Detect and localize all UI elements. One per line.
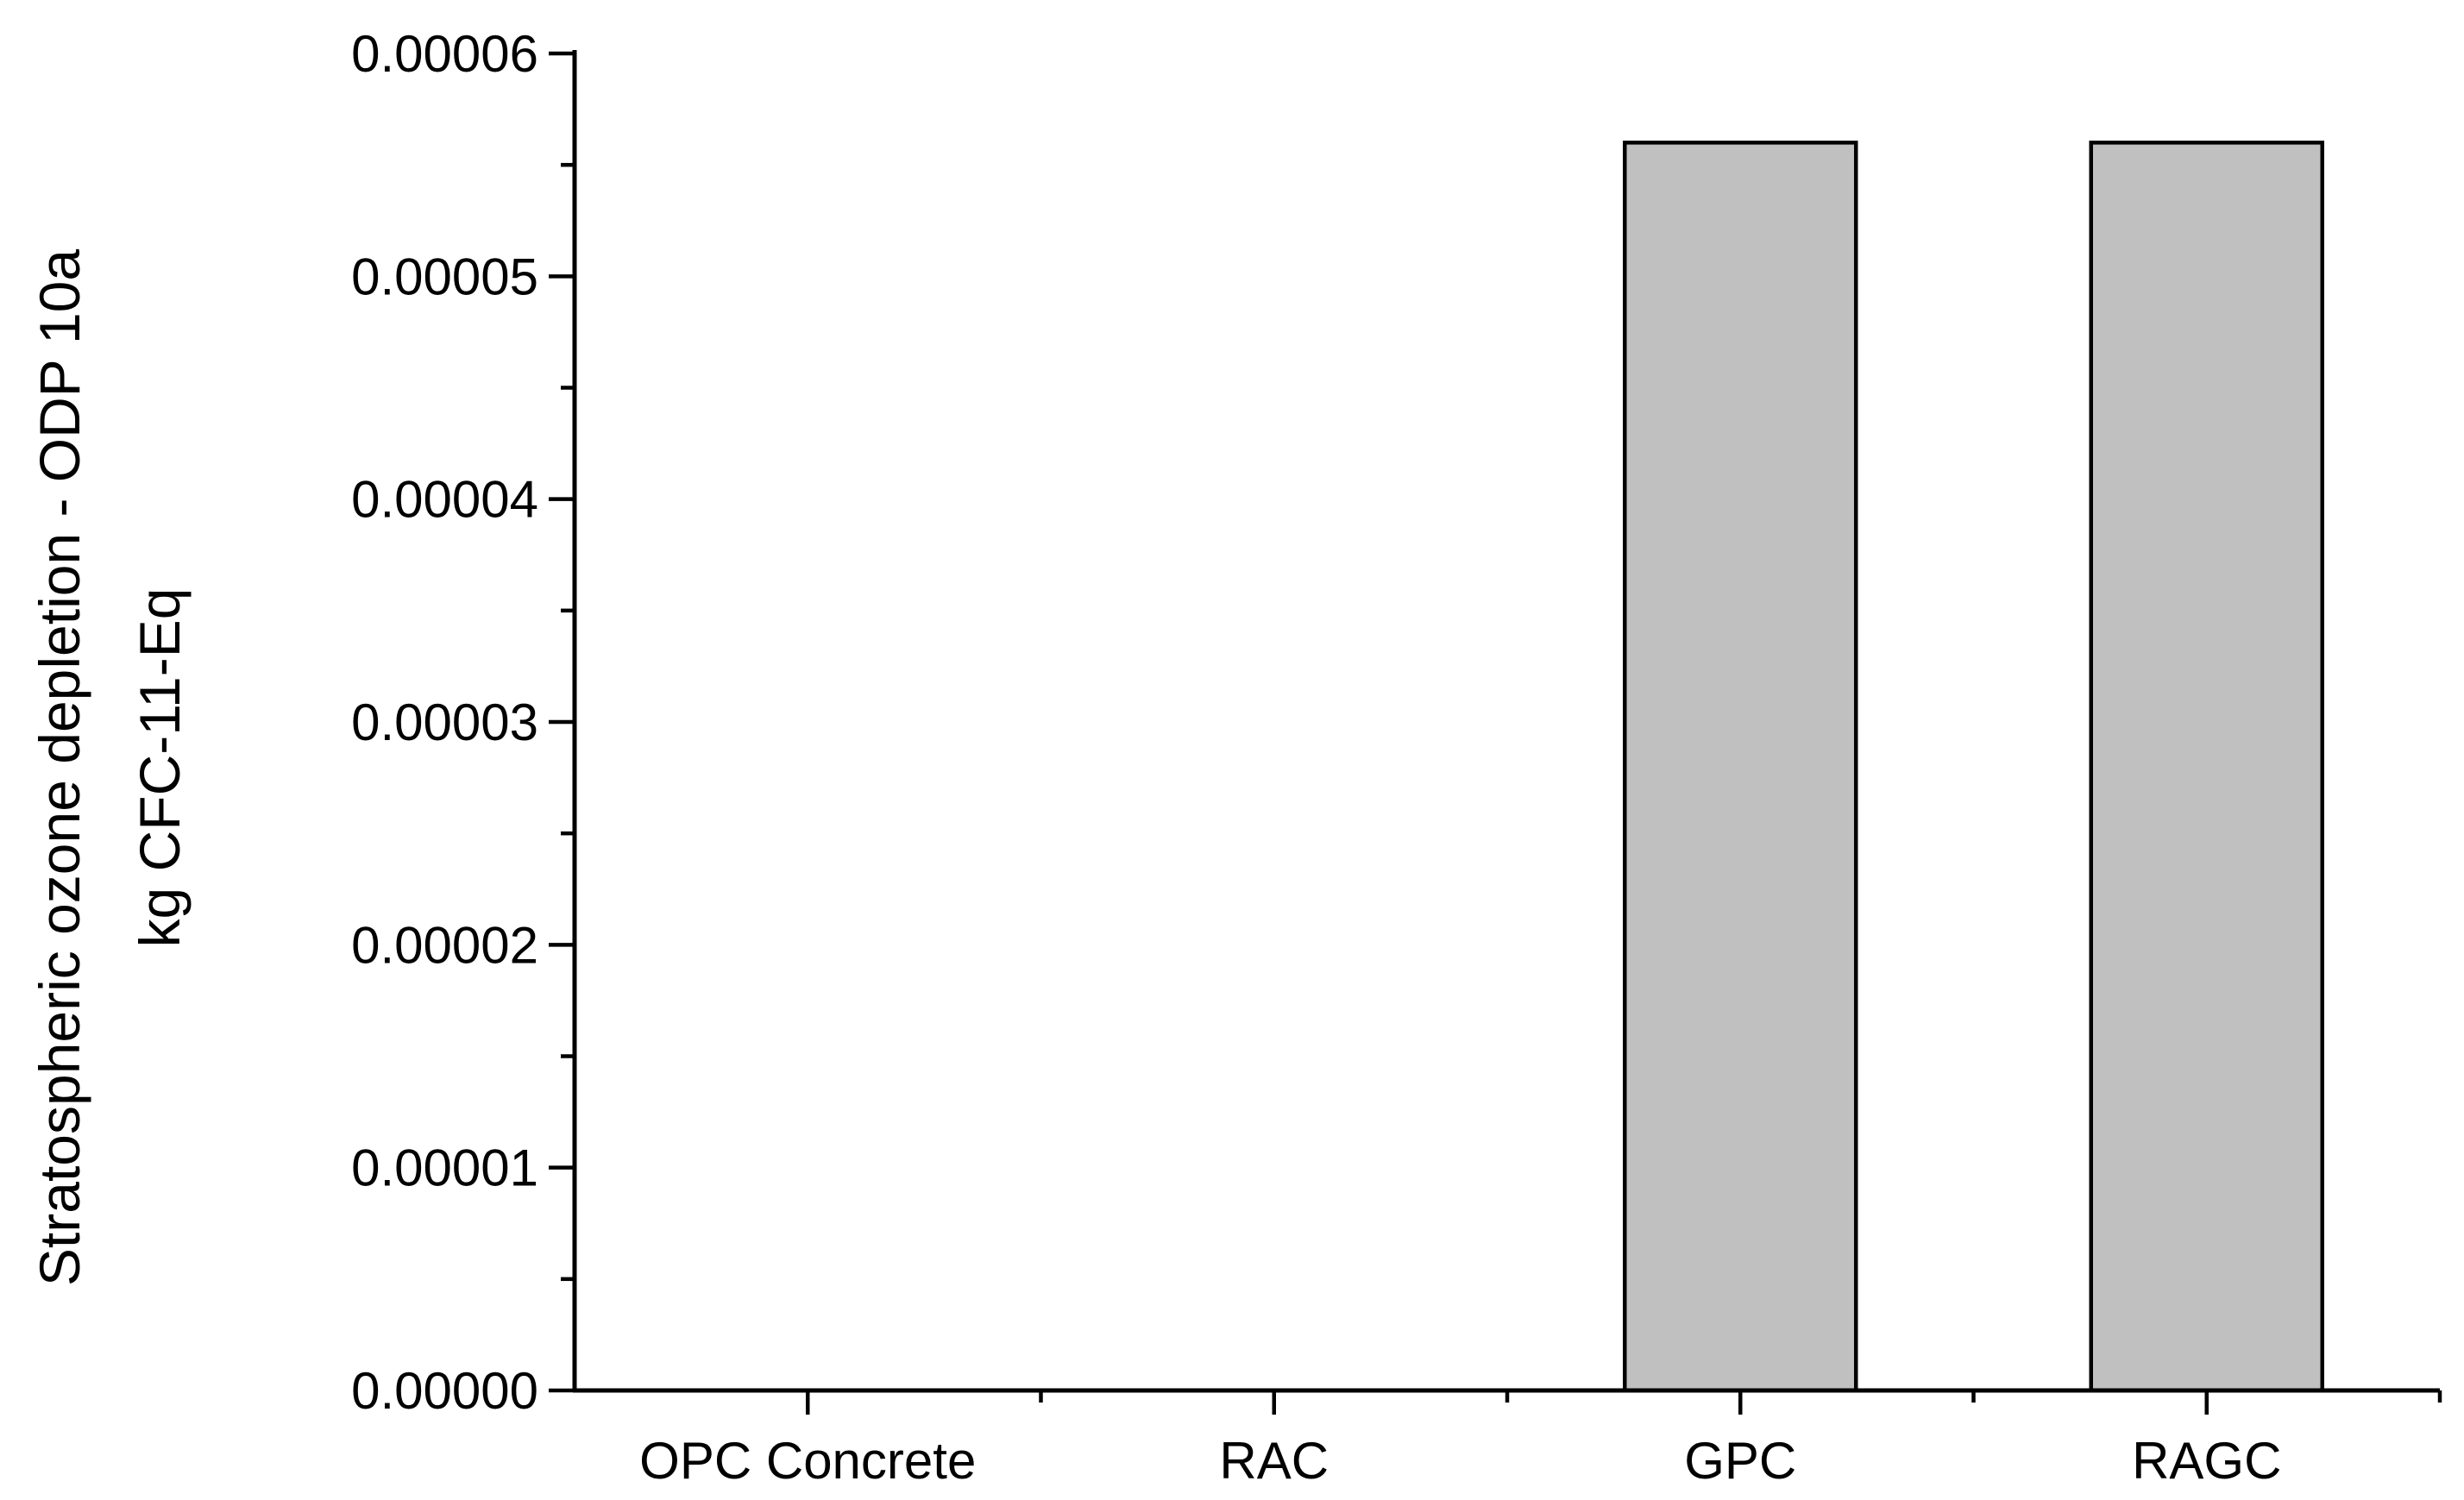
x-tick-label: OPC Concrete (639, 1432, 976, 1490)
y-tick-label: 0.00000 (351, 1362, 538, 1420)
y-axis: 0.00000 0.00001 0.00002 0.00003 0.00004 0.000… (351, 25, 577, 1420)
x-axis: OPC Concrete RAC GPC RAGC (573, 1388, 2442, 1490)
y-tick-label: 0.00006 (351, 25, 538, 83)
y-axis-title: Stratospheric ozone depletion - ODP 10a … (28, 249, 192, 1286)
x-tick-label: RAC (1219, 1432, 1329, 1490)
x-tick-label: RAGC (2132, 1432, 2281, 1490)
y-tick-label: 0.00004 (351, 471, 538, 529)
bar-gpc (1623, 141, 1858, 1393)
y-axis-title-line-1: Stratospheric ozone depletion - ODP 10a (28, 249, 91, 1286)
y-tick-label: 0.00001 (351, 1139, 538, 1197)
y-tick-label: 0.00003 (351, 694, 538, 751)
y-tick-label: 0.00002 (351, 916, 538, 974)
x-tick-label: GPC (1684, 1432, 1796, 1490)
y-tick-label: 0.00005 (351, 248, 538, 305)
bar-ragc (2089, 141, 2324, 1393)
bars-group (1623, 141, 2324, 1393)
y-axis-title-line-2: kg CFC-11-Eq (128, 588, 192, 948)
